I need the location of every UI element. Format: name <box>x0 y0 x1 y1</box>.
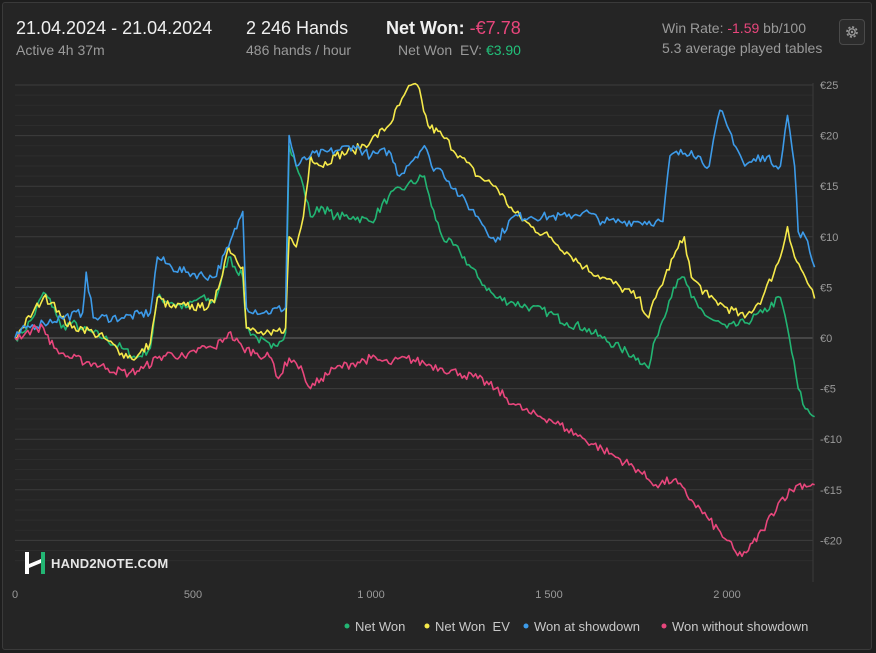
net-won-value: -€7.78 <box>469 18 521 38</box>
y-tick-label: -€5 <box>820 384 836 396</box>
x-tick-label: 1 500 <box>535 589 563 601</box>
legend-item: Net Won EV <box>424 619 510 634</box>
hands-rate: 486 hands / hour <box>246 42 352 58</box>
legend: Net Won Net Won EV Won at showdown Won with… <box>344 619 808 634</box>
legend-item: Won at showdown <box>523 619 640 634</box>
series-line-won-at-showdown <box>14 109 816 339</box>
net-won-ev-label: Net Won EV: <box>398 42 483 58</box>
y-axis-ticks: €25 €20 €15 €10 €5 €0 -€5 -€10 -€15 -€20 <box>820 80 842 547</box>
y-tick-label: -€20 <box>820 535 842 547</box>
net-won-ev-value: €3.90 <box>485 42 521 58</box>
win-rate-value: -1.59 <box>727 20 760 36</box>
legend-marker <box>344 623 350 629</box>
win-rate-unit: bb/100 <box>763 20 806 36</box>
y-tick-label: -€10 <box>820 434 842 446</box>
legend-label: Net Won EV <box>435 619 510 634</box>
y-tick-label: €15 <box>820 181 838 193</box>
y-tick-label: €5 <box>820 282 832 294</box>
x-axis-ticks: 0 500 1 000 1 500 2 000 <box>12 589 741 601</box>
y-tick-label: €25 <box>820 80 838 92</box>
y-tick-label: -€15 <box>820 485 842 497</box>
y-tick-label: €0 <box>820 333 832 345</box>
win-rate-label: Win Rate: <box>662 20 724 36</box>
y-tick-label: €20 <box>820 131 838 143</box>
active-time: Active 4h 37m <box>16 42 105 58</box>
summary-header: 21.04.2024 - 21.04.2024 Active 4h 37m 2 … <box>3 3 871 73</box>
avg-tables: 5.3 average played tables <box>662 40 823 56</box>
legend-marker <box>661 623 667 629</box>
hands-total: 2 246 Hands <box>246 18 349 38</box>
legend-marker <box>424 623 430 629</box>
hand2note-logo-icon <box>25 552 45 574</box>
legend-label: Won without showdown <box>672 619 808 634</box>
series-line-net-won-ev <box>14 82 816 361</box>
legend-item: Won without showdown <box>661 619 808 634</box>
legend-item: Net Won <box>344 619 405 634</box>
series-line-net-won <box>14 144 815 418</box>
settings-button[interactable] <box>839 19 865 45</box>
series-line-won-without-showdown <box>14 323 815 558</box>
gear-icon <box>846 26 858 38</box>
grid <box>15 83 814 582</box>
net-won-ev-summary: Net Won EV: €3.90 <box>398 42 521 58</box>
x-tick-label: 2 000 <box>713 589 741 601</box>
y-tick-label: €10 <box>820 232 838 244</box>
date-range: 21.04.2024 - 21.04.2024 <box>16 18 213 38</box>
legend-marker <box>523 623 529 629</box>
hand2note-logo: HAND2NOTE.COM <box>24 551 168 575</box>
x-tick-label: 0 <box>12 589 18 601</box>
legend-label: Won at showdown <box>534 619 640 634</box>
net-won-label: Net Won: <box>386 18 465 38</box>
x-tick-label: 1 000 <box>357 589 385 601</box>
net-won-summary: Net Won: -€7.78 <box>386 18 521 39</box>
x-tick-label: 500 <box>184 589 202 601</box>
win-rate-summary: Win Rate: -1.59 bb/100 <box>662 20 806 36</box>
legend-label: Net Won <box>355 619 405 634</box>
series-lines <box>14 82 816 558</box>
logo-text: HAND2NOTE.COM <box>51 555 169 571</box>
